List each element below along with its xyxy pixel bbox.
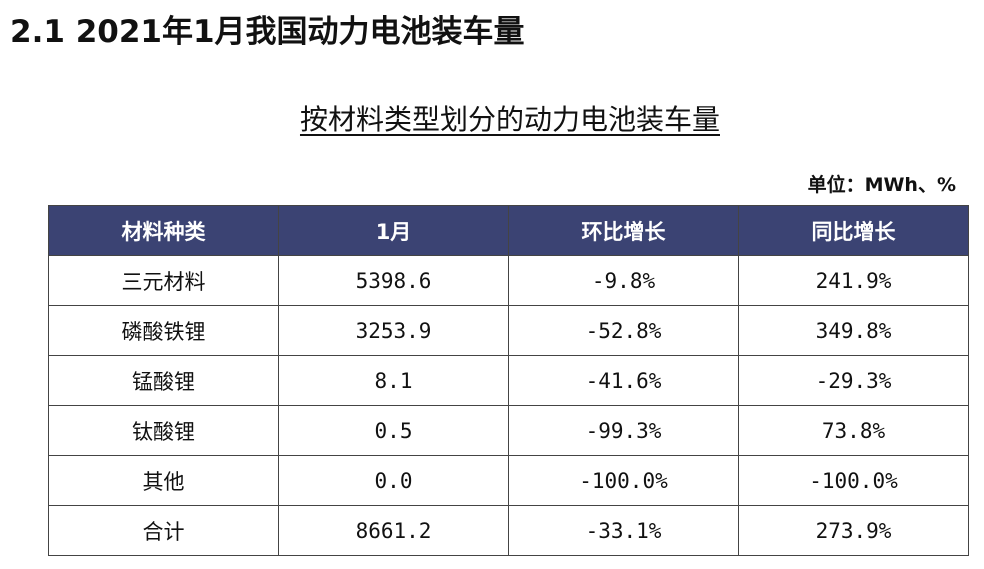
table-cell: 其他 bbox=[48, 455, 279, 506]
table-cell: 349.8% bbox=[738, 305, 969, 356]
table-head: 材料种类 1月 环比增长 同比增长 bbox=[48, 205, 969, 256]
table-cell: 合计 bbox=[48, 505, 279, 556]
table-cell: 0.0 bbox=[278, 455, 509, 506]
data-table: 材料种类 1月 环比增长 同比增长 三元材料 5398.6 -9.8% 241.9% 磷酸铁锂… bbox=[48, 205, 969, 556]
table-row: 磷酸铁锂 3253.9 -52.8% 349.8% bbox=[48, 305, 969, 356]
column-header: 环比增长 bbox=[508, 205, 739, 256]
table-cell: 三元材料 bbox=[48, 255, 279, 306]
table-cell: 5398.6 bbox=[278, 255, 509, 306]
table-cell: 钛酸锂 bbox=[48, 405, 279, 456]
table-cell: 磷酸铁锂 bbox=[48, 305, 279, 356]
table-cell: 锰酸锂 bbox=[48, 355, 279, 406]
header-row: 材料种类 1月 环比增长 同比增长 bbox=[48, 205, 969, 256]
table-cell: -29.3% bbox=[738, 355, 969, 406]
table-cell: -33.1% bbox=[508, 505, 739, 556]
table-cell: -9.8% bbox=[508, 255, 739, 306]
column-header: 同比增长 bbox=[738, 205, 969, 256]
column-header: 1月 bbox=[278, 205, 509, 256]
table-cell: -41.6% bbox=[508, 355, 739, 406]
table-row: 其他 0.0 -100.0% -100.0% bbox=[48, 455, 969, 506]
table-cell: 3253.9 bbox=[278, 305, 509, 356]
column-header: 材料种类 bbox=[48, 205, 279, 256]
table-body: 三元材料 5398.6 -9.8% 241.9% 磷酸铁锂 3253.9 -52.8% 349… bbox=[48, 255, 969, 556]
page-title: 2.1 2021年1月我国动力电池装车量 bbox=[10, 14, 525, 50]
table-cell: 241.9% bbox=[738, 255, 969, 306]
table-title: 按材料类型划分的动力电池装车量 bbox=[299, 103, 720, 136]
table-cell: 8661.2 bbox=[278, 505, 509, 556]
table-cell: 8.1 bbox=[278, 355, 509, 406]
table-row: 钛酸锂 0.5 -99.3% 73.8% bbox=[48, 405, 969, 456]
unit-note: 单位：MWh、% bbox=[807, 174, 956, 196]
table-row: 三元材料 5398.6 -9.8% 241.9% bbox=[48, 255, 969, 306]
table-cell: 73.8% bbox=[738, 405, 969, 456]
table-cell: 273.9% bbox=[738, 505, 969, 556]
table-cell: -100.0% bbox=[508, 455, 739, 506]
table-row: 锰酸锂 8.1 -41.6% -29.3% bbox=[48, 355, 969, 406]
table-row: 合计 8661.2 -33.1% 273.9% bbox=[48, 505, 969, 556]
table-cell: 0.5 bbox=[278, 405, 509, 456]
table-cell: -99.3% bbox=[508, 405, 739, 456]
table-cell: -100.0% bbox=[738, 455, 969, 506]
table-cell: -52.8% bbox=[508, 305, 739, 356]
